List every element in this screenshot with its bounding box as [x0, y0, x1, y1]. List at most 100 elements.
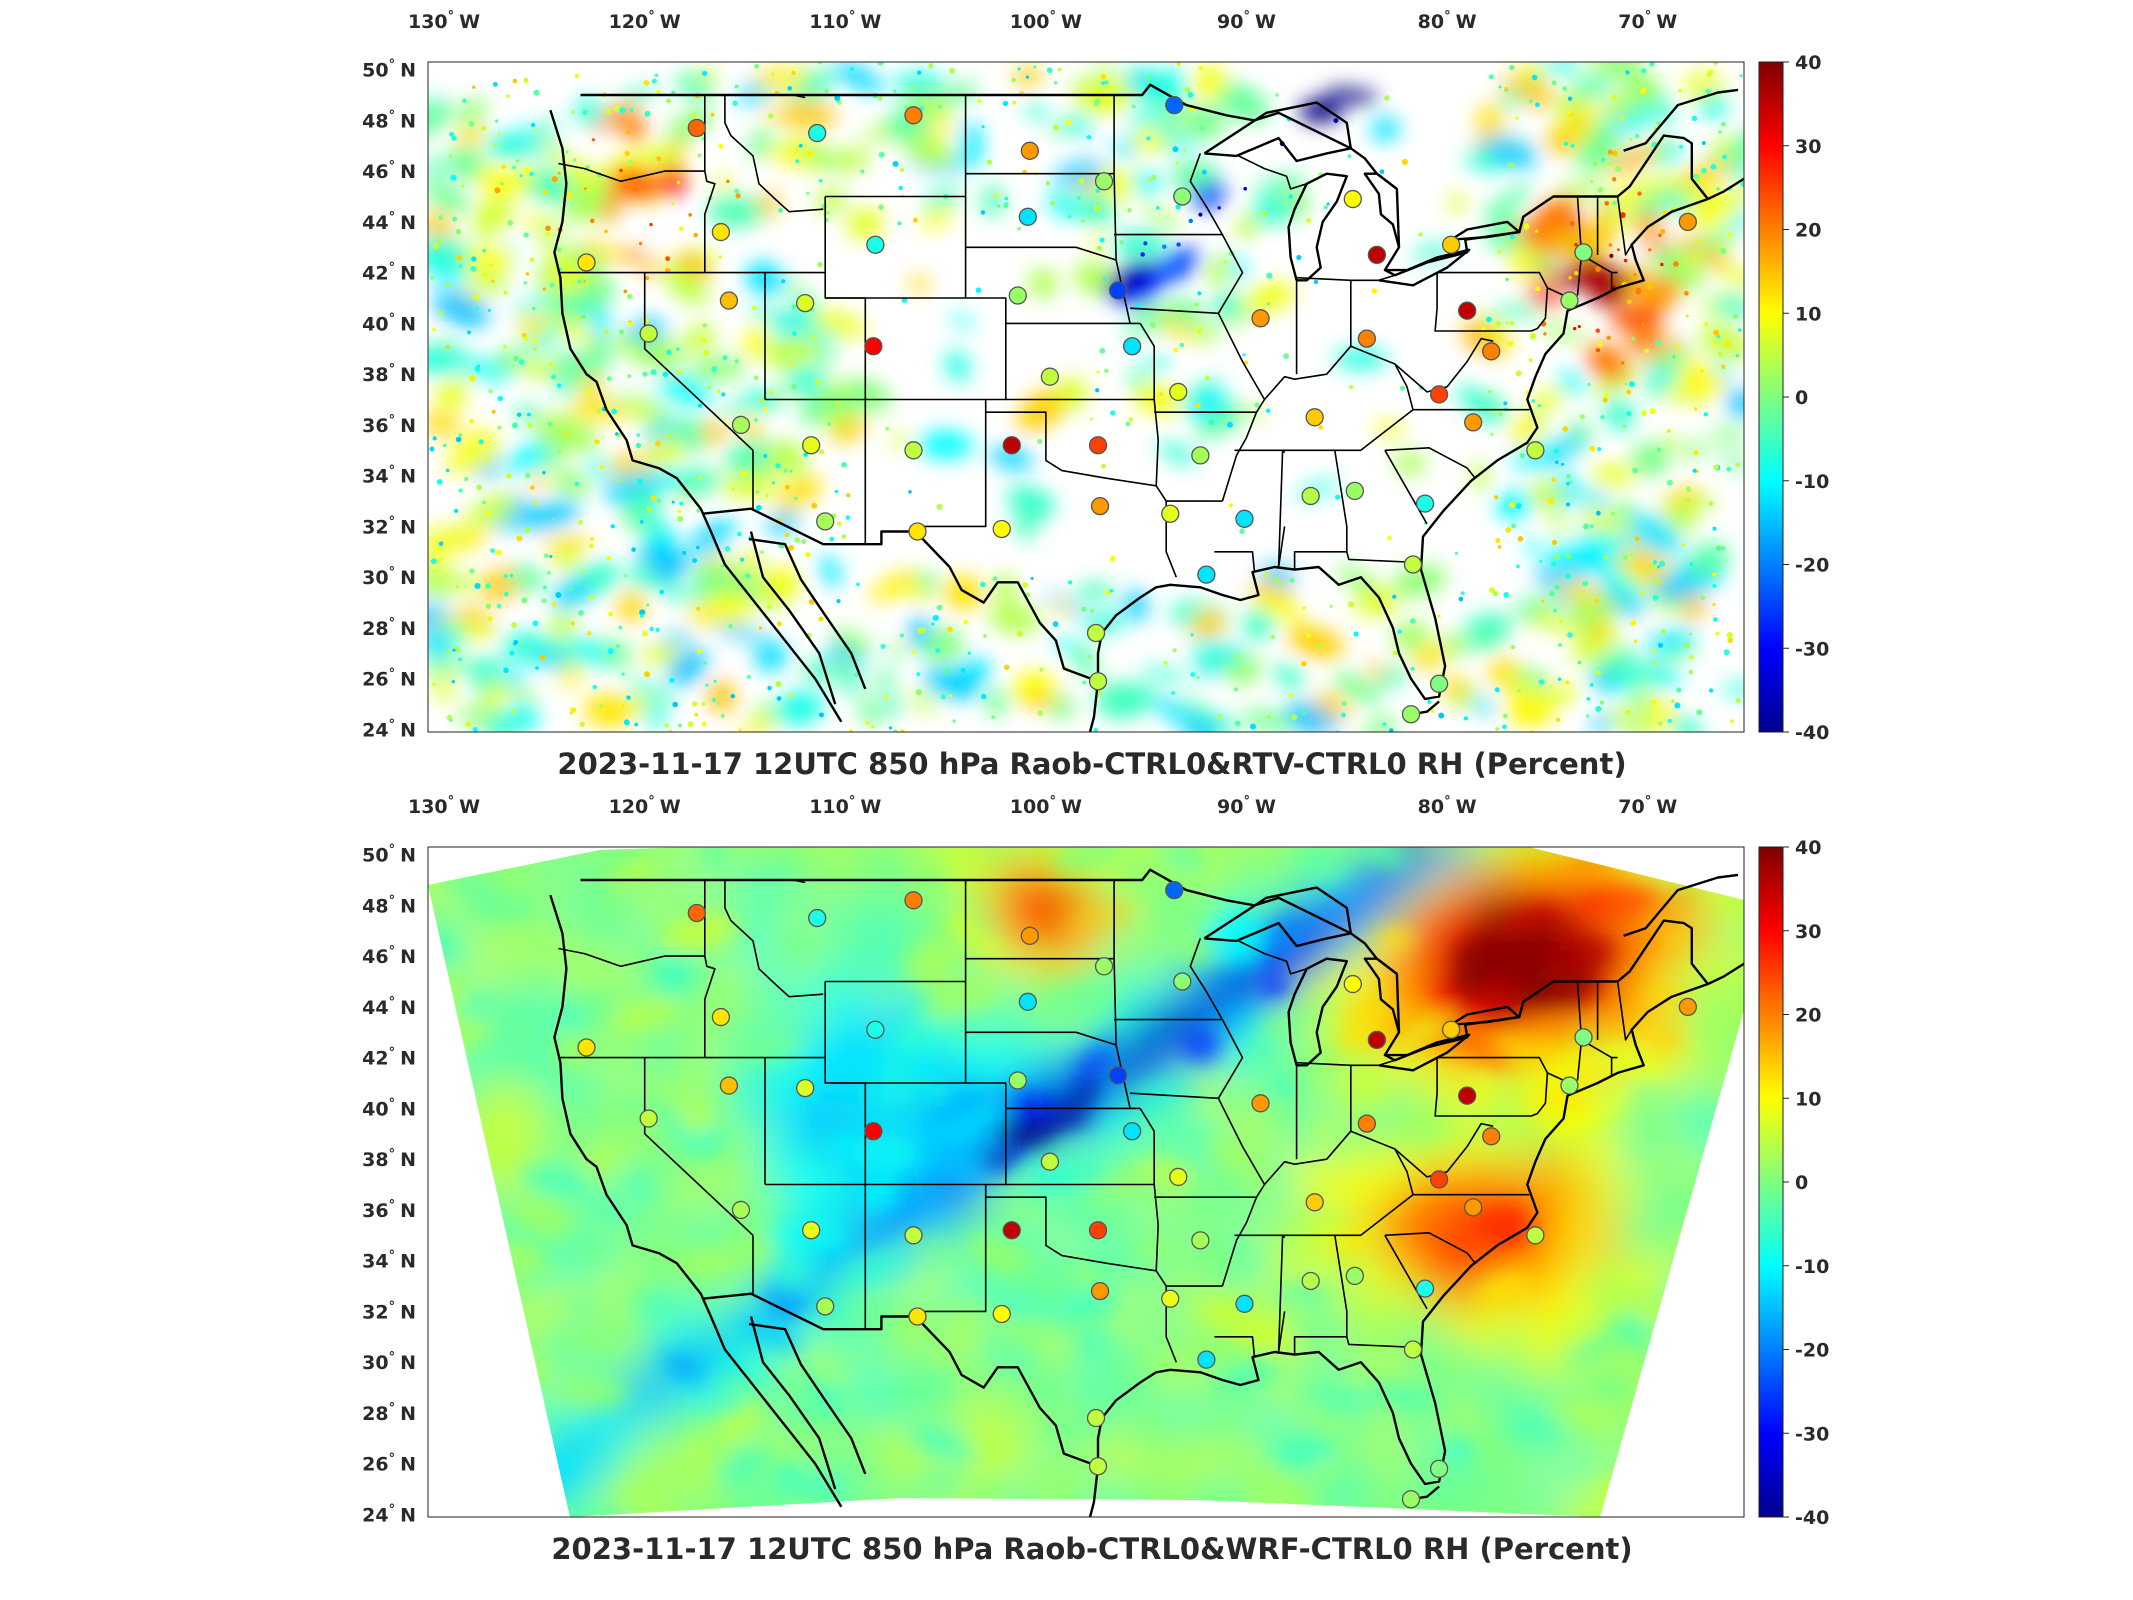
field-patch	[1554, 580, 1606, 605]
raob-station-marker	[1357, 1114, 1377, 1133]
field-patch	[1713, 132, 1744, 164]
field-pixel	[1531, 399, 1536, 403]
field-pixel	[1704, 322, 1709, 327]
field-pixel	[1095, 388, 1100, 393]
field-pixel	[496, 603, 502, 609]
field-pixel	[789, 469, 793, 473]
lat-tick-value: 42	[362, 263, 388, 285]
field-pixel	[700, 337, 707, 343]
state-border	[643, 272, 754, 451]
field-pixel	[1179, 342, 1185, 348]
field-pixel	[1244, 360, 1249, 365]
field-patch	[511, 355, 563, 380]
field-pixel	[721, 392, 726, 397]
field-patch	[445, 620, 465, 645]
degree-symbol: °	[389, 1350, 396, 1365]
field-pixel	[824, 88, 829, 94]
field-pixel	[1553, 608, 1557, 613]
raob-station-marker	[795, 1078, 815, 1098]
field-pixel	[452, 648, 456, 652]
degree-symbol: °	[648, 9, 655, 24]
raob-station-marker	[992, 519, 1011, 539]
field-pixel	[569, 711, 573, 715]
field-pixel	[754, 63, 760, 69]
field-pixel	[1510, 644, 1516, 650]
field-patch	[494, 349, 522, 374]
raob-station-marker	[1401, 1490, 1421, 1509]
field-pixel	[1566, 481, 1570, 486]
field-pixel	[787, 86, 793, 91]
field-patch	[1140, 667, 1189, 682]
field-pixel	[996, 204, 1001, 208]
field-pixel	[1537, 404, 1541, 408]
field-pixel	[1025, 75, 1030, 79]
raob-station-marker	[1008, 1071, 1027, 1090]
state-border	[1296, 1061, 1379, 1067]
field-pixel	[574, 73, 580, 79]
field-pixel	[605, 329, 609, 334]
field-patch	[435, 617, 493, 639]
lat-tick-suffix: N	[400, 1504, 416, 1526]
colorbar-tick-label: -40	[1795, 1507, 1829, 1529]
field-pixel	[619, 329, 624, 335]
lon-tick-value: 120	[609, 796, 649, 818]
field-streak	[1602, 1277, 1658, 1316]
field-pixel	[705, 683, 709, 687]
field-streak	[718, 1376, 756, 1399]
field-pixel	[1283, 353, 1289, 360]
lat-tick-suffix: N	[400, 60, 416, 82]
field-streak	[534, 869, 570, 888]
borders	[549, 83, 1744, 732]
raob-station-marker	[1088, 1457, 1108, 1476]
field-patch	[1680, 442, 1709, 458]
field-pixel	[1119, 240, 1124, 245]
raob-station-marker	[1464, 413, 1483, 432]
field-patch	[1723, 682, 1744, 696]
raob-station-marker	[1482, 342, 1501, 361]
field-pixel	[1648, 248, 1652, 252]
field-patch	[659, 375, 712, 406]
field-streak	[502, 1023, 539, 1046]
field-pixel	[1659, 560, 1666, 567]
field-pixel	[1266, 715, 1271, 720]
field-pixel	[618, 625, 623, 630]
field-pixel	[667, 433, 674, 440]
field-pixel	[915, 689, 923, 696]
field-pixel	[1488, 389, 1492, 394]
field-pixel	[1523, 223, 1530, 230]
lon-tick-value: 90	[1217, 796, 1243, 818]
field-streak	[772, 1251, 814, 1291]
field-pixel	[1735, 462, 1740, 467]
field-streak	[563, 1324, 624, 1354]
field-pixel	[1688, 669, 1694, 675]
field-streak	[598, 885, 627, 919]
field-pixel	[1088, 655, 1092, 659]
raob-station-marker	[719, 1076, 739, 1095]
field-pixel	[878, 151, 885, 158]
field-streak	[601, 1105, 655, 1133]
coastline	[1287, 172, 1348, 282]
field-pixel	[458, 264, 463, 269]
raob-station-marker	[795, 293, 815, 313]
field-pixel	[511, 165, 517, 170]
field-patch	[882, 695, 901, 717]
field-patch	[1709, 296, 1744, 318]
raob-station-marker	[719, 291, 739, 310]
field-patch	[1708, 428, 1744, 441]
field-patch	[1244, 608, 1274, 640]
field-patch	[1354, 589, 1399, 616]
raob-station-marker	[1526, 1226, 1545, 1245]
raob-station-marker	[1235, 1294, 1254, 1313]
field-pixel	[778, 208, 783, 213]
field-pixel	[1602, 397, 1608, 403]
field-streak	[888, 1371, 957, 1404]
field-pixel	[574, 481, 579, 486]
field-pixel	[490, 548, 496, 554]
field-pixel	[1205, 728, 1211, 732]
field-pixel	[507, 220, 514, 226]
field-patch	[454, 155, 473, 168]
field-pixel	[1623, 554, 1629, 560]
field-pixel	[735, 193, 741, 199]
field-pixel	[845, 492, 851, 498]
lat-tick-label: 50° N	[362, 843, 416, 867]
